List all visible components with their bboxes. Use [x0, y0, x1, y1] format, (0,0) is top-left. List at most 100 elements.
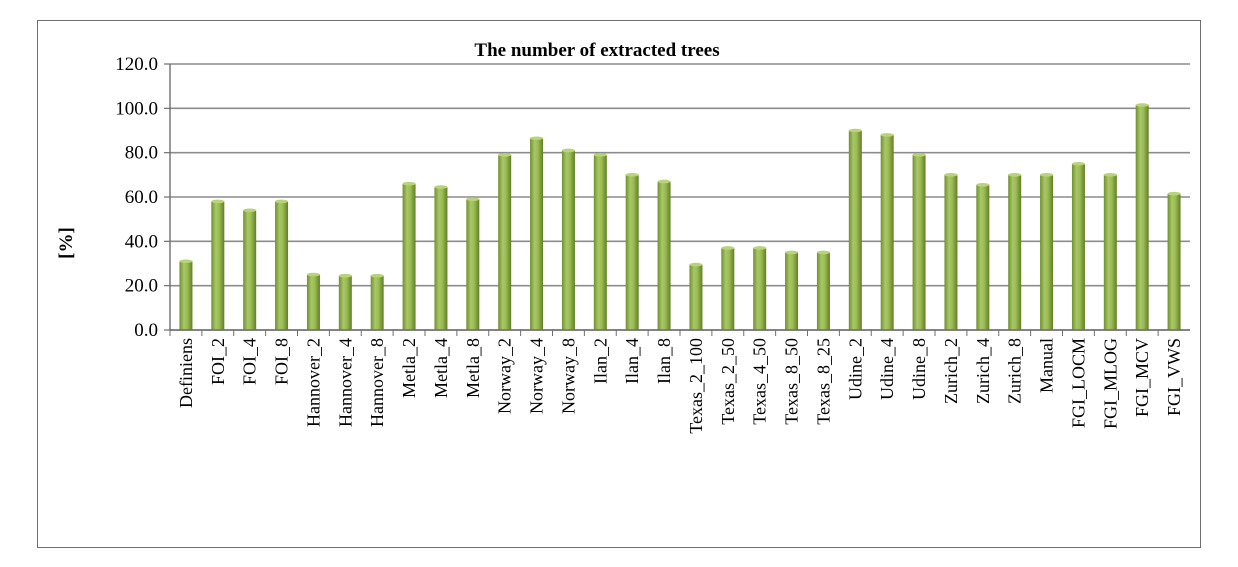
- y-tick-label: 40.0: [125, 231, 158, 252]
- bar-body: [1135, 105, 1149, 330]
- bar-body: [179, 261, 193, 330]
- bar-body: [211, 201, 225, 330]
- bar-top: [625, 173, 639, 177]
- bar-body: [402, 183, 416, 330]
- y-tick-label: 80.0: [125, 143, 158, 164]
- bar-top: [785, 250, 799, 255]
- bar-top: [211, 199, 225, 204]
- bar: [721, 246, 735, 330]
- bar-body: [1040, 174, 1054, 330]
- bar-body: [1167, 193, 1181, 330]
- x-category-label: FOI_4: [240, 338, 260, 385]
- bar: [338, 273, 352, 330]
- x-category-label: FGI_MLOG: [1100, 338, 1120, 429]
- bar-body: [721, 247, 735, 330]
- x-category-label: Definiens: [176, 338, 196, 408]
- bar: [625, 173, 639, 330]
- bar: [370, 273, 384, 330]
- x-category-label: Texas_8_50: [782, 338, 802, 425]
- bar: [561, 148, 575, 330]
- bar: [466, 197, 480, 330]
- bar: [243, 208, 257, 330]
- x-category-label: Hannover_2: [303, 338, 323, 427]
- bar-body: [689, 264, 703, 330]
- bar-body: [593, 154, 607, 330]
- bar-top: [1167, 191, 1181, 196]
- bar-body: [816, 252, 830, 330]
- bar-top: [434, 185, 448, 189]
- bar-top: [657, 179, 671, 184]
- bar: [880, 133, 894, 330]
- x-category-label: Ilan_4: [622, 338, 642, 384]
- y-tick-label: 0.0: [134, 320, 158, 341]
- x-category-label: Norway_2: [495, 338, 515, 414]
- x-category-label: Norway_8: [558, 338, 578, 414]
- bar: [530, 136, 544, 330]
- bar: [816, 250, 830, 330]
- bar-body: [657, 181, 671, 330]
- x-axis-category-labels: Definiens FOI_2 FOI_4 FOI_8 Hannover_2 Hannov…: [176, 338, 1184, 434]
- bar-top: [1008, 173, 1022, 177]
- x-category-label: Hannover_8: [367, 338, 387, 427]
- bar-body: [370, 275, 384, 330]
- bar-top: [402, 181, 416, 186]
- bar-top: [753, 246, 767, 250]
- bars: [179, 103, 1181, 330]
- bar: [912, 153, 926, 330]
- bar-body: [530, 138, 544, 330]
- bar-body: [848, 130, 862, 330]
- bar-body: [275, 201, 289, 330]
- x-category-label: Manual: [1037, 338, 1057, 393]
- axes: [169, 64, 1190, 336]
- bar-body: [498, 154, 512, 330]
- bar: [976, 183, 990, 330]
- bar: [944, 173, 958, 330]
- bar-top: [561, 148, 575, 153]
- bar: [689, 262, 703, 330]
- bar: [179, 259, 193, 330]
- chart-title: The number of extracted trees: [474, 40, 719, 61]
- bar-body: [466, 199, 480, 330]
- x-category-label: Texas_8_25: [813, 338, 833, 425]
- bar: [275, 199, 289, 330]
- bar-body: [944, 174, 958, 330]
- y-axis-label: [%]: [56, 227, 77, 259]
- bar-body: [880, 134, 894, 330]
- bar: [1135, 103, 1149, 330]
- x-category-label: Norway_4: [527, 338, 547, 414]
- bar: [1008, 173, 1022, 330]
- x-category-label: FOI_2: [208, 338, 228, 385]
- bar-body: [1103, 174, 1117, 330]
- bar-body: [306, 274, 320, 330]
- x-category-label: Ilan_2: [590, 338, 610, 384]
- bar-top: [530, 136, 544, 141]
- bar-top: [593, 153, 607, 157]
- bar: [306, 272, 320, 330]
- bar: [211, 199, 225, 330]
- bar-body: [1071, 163, 1085, 330]
- bar-top: [338, 273, 352, 278]
- bar-top: [1135, 103, 1149, 107]
- bar: [498, 153, 512, 330]
- bar-body: [1008, 174, 1022, 330]
- x-category-label: Metla_8: [463, 338, 483, 398]
- bar-top: [976, 183, 990, 187]
- bar-top: [370, 273, 384, 278]
- bar-top: [689, 262, 703, 267]
- x-category-label: FGI_LOCM: [1068, 338, 1088, 428]
- bar: [434, 185, 448, 330]
- bar-body: [625, 174, 639, 330]
- y-tick-label: 100.0: [115, 98, 158, 119]
- x-category-label: Udine_4: [877, 338, 897, 400]
- bar-top: [275, 199, 289, 204]
- bar-top: [848, 128, 862, 133]
- bar-body: [561, 150, 575, 330]
- x-category-label: FGI_VWS: [1164, 338, 1184, 416]
- bar: [1040, 173, 1054, 330]
- x-category-label: Udine_8: [909, 338, 929, 400]
- bar-top: [306, 272, 320, 277]
- bar-body: [976, 184, 990, 330]
- bar: [785, 250, 799, 330]
- y-tick-label: 60.0: [125, 187, 158, 208]
